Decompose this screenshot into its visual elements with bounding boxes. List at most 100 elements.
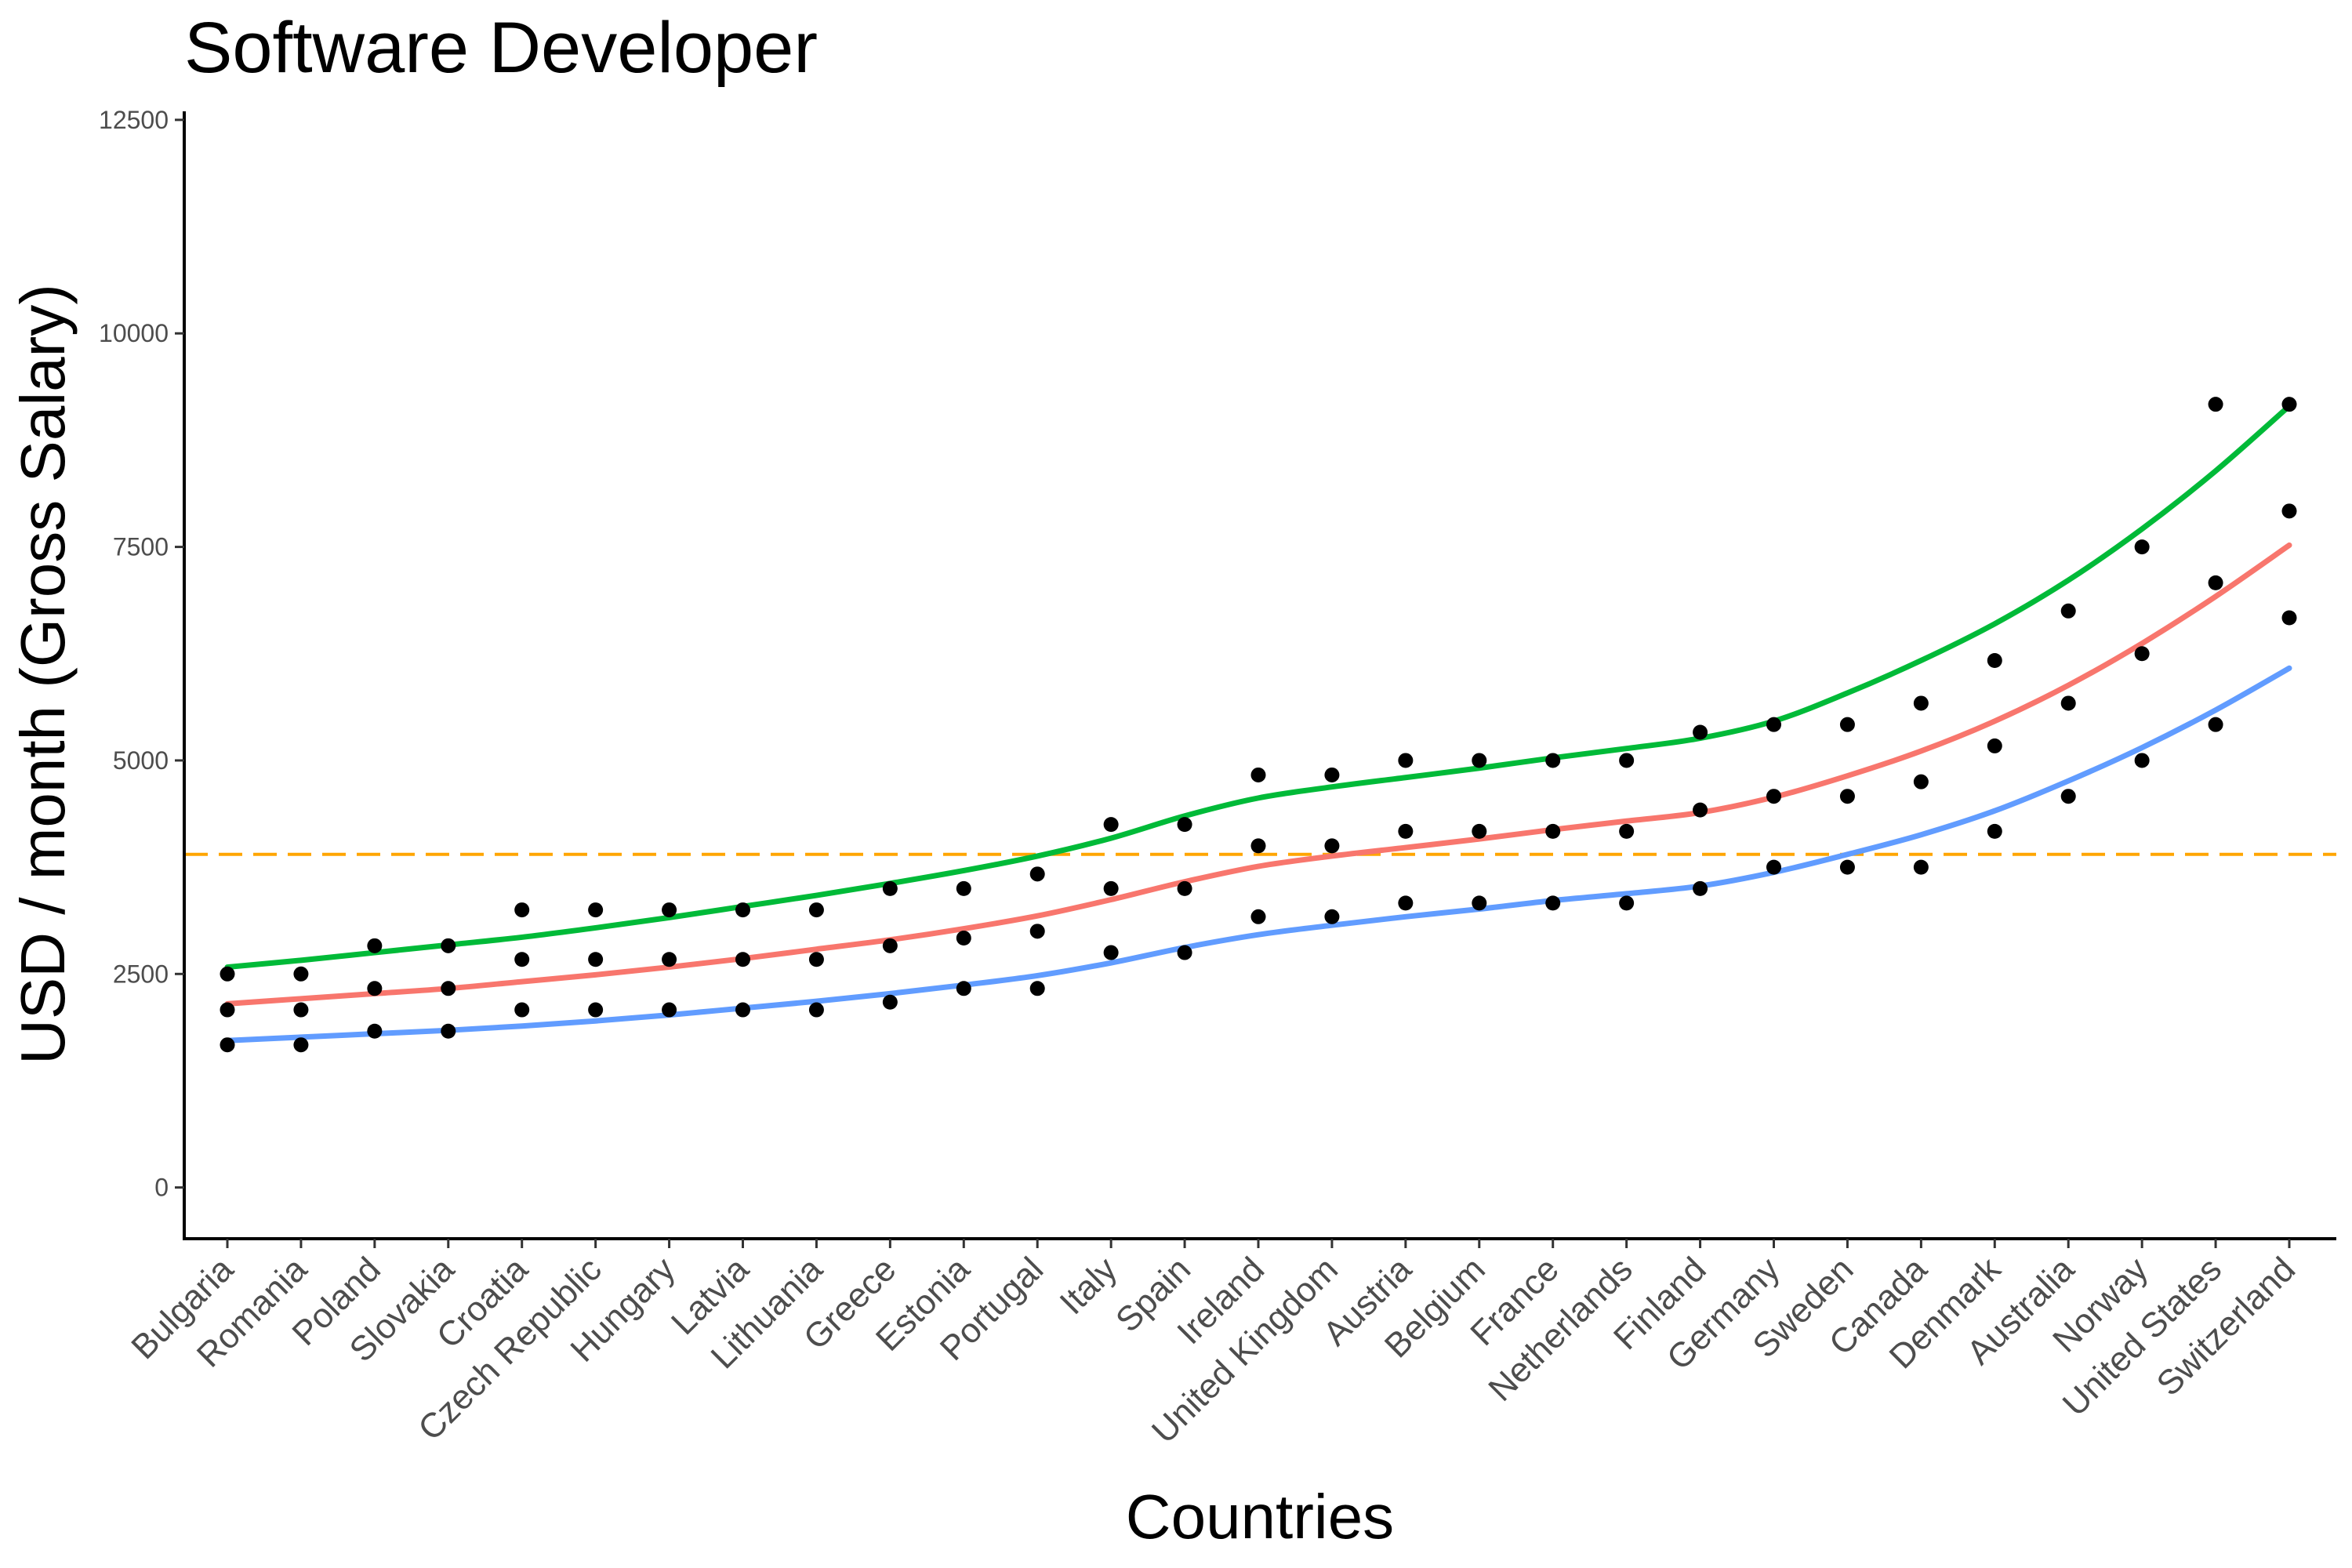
data-point-high: [808, 902, 824, 918]
data-point-low: [1250, 909, 1266, 924]
data-point-mid: [735, 952, 750, 967]
data-point-mid: [1693, 802, 1708, 818]
y-tick-label: 2500: [113, 960, 169, 988]
data-point-mid: [662, 952, 677, 967]
series-line-2: [224, 542, 2292, 1007]
data-point-mid: [1177, 880, 1192, 896]
data-point-mid: [367, 981, 383, 996]
data-point-mid: [2208, 575, 2223, 590]
series-line-1: [224, 403, 2292, 971]
data-point-high: [882, 880, 898, 896]
plot-area: [184, 397, 2336, 1053]
data-point-high: [1693, 724, 1708, 740]
data-point-high: [1913, 695, 1929, 711]
data-point-mid: [882, 938, 898, 953]
data-point-high: [588, 902, 604, 918]
data-point-high: [1324, 767, 1340, 782]
data-point-mid: [1619, 823, 1635, 839]
data-point-high: [293, 966, 309, 982]
data-point-mid: [1545, 823, 1561, 839]
data-point-mid: [220, 1002, 235, 1018]
data-point-high: [367, 938, 383, 953]
data-point-high: [514, 902, 530, 918]
data-point-mid: [1398, 823, 1414, 839]
data-point-low: [1177, 945, 1192, 960]
data-point-high: [1766, 717, 1781, 732]
x-axis-title: Countries: [1126, 1482, 1394, 1552]
series-line-3: [224, 665, 2292, 1044]
data-point-high: [662, 902, 677, 918]
data-point-mid: [808, 952, 824, 967]
data-point-high: [441, 938, 456, 953]
data-point-high: [956, 880, 971, 896]
y-tick-label: 10000: [99, 319, 169, 347]
x-axis: BulgariaRomaniaPolandSlovakiaCroatiaCzec…: [124, 1239, 2303, 1450]
data-point-low: [2060, 789, 2076, 804]
data-point-low: [2208, 717, 2223, 732]
data-point-low: [588, 1002, 604, 1018]
data-point-low: [1766, 859, 1781, 875]
data-point-high: [2060, 603, 2076, 619]
data-point-low: [1545, 895, 1561, 911]
data-point-low: [1103, 945, 1119, 960]
data-point-mid: [1987, 738, 2002, 753]
data-point-high: [1619, 753, 1635, 768]
data-point-low: [514, 1002, 530, 1018]
data-point-mid: [2281, 503, 2297, 519]
data-point-mid: [2134, 646, 2150, 662]
data-point-high: [1177, 817, 1192, 833]
data-point-low: [1472, 895, 1487, 911]
data-point-mid: [1913, 774, 1929, 789]
data-point-low: [735, 1002, 750, 1018]
y-axis-title: USD / month (Gross Salary): [8, 284, 78, 1065]
data-point-mid: [588, 952, 604, 967]
data-point-mid: [441, 981, 456, 996]
chart-title: Software Developer: [184, 8, 818, 88]
data-point-low: [2134, 753, 2150, 768]
data-point-low: [1913, 859, 1929, 875]
data-point-low: [2281, 610, 2297, 626]
data-point-high: [1103, 817, 1119, 833]
data-point-low: [1693, 880, 1708, 896]
data-point-high: [1545, 753, 1561, 768]
data-point-mid: [1766, 789, 1781, 804]
data-point-high: [1250, 767, 1266, 782]
data-point-high: [2134, 539, 2150, 555]
data-point-high: [2208, 397, 2223, 412]
data-point-mid: [293, 1002, 309, 1018]
data-point-high: [1472, 753, 1487, 768]
data-point-low: [1839, 859, 1855, 875]
y-tick-label: 5000: [113, 746, 169, 775]
data-point-low: [293, 1037, 309, 1053]
data-point-high: [2281, 397, 2297, 412]
data-point-mid: [1029, 924, 1045, 939]
data-point-high: [1029, 866, 1045, 882]
data-point-mid: [956, 931, 971, 946]
data-point-mid: [1103, 880, 1119, 896]
data-point-low: [220, 1037, 235, 1053]
data-point-low: [1619, 895, 1635, 911]
data-point-high: [735, 902, 750, 918]
data-point-high: [1398, 753, 1414, 768]
data-point-low: [441, 1023, 456, 1039]
data-point-low: [882, 994, 898, 1010]
data-point-mid: [514, 952, 530, 967]
data-point-low: [956, 981, 971, 996]
y-tick-label: 7500: [113, 533, 169, 561]
data-point-low: [808, 1002, 824, 1018]
data-point-high: [1987, 652, 2002, 668]
data-point-high: [1839, 717, 1855, 732]
data-point-low: [1324, 909, 1340, 924]
data-point-low: [1029, 981, 1045, 996]
data-point-low: [1987, 823, 2002, 839]
data-point-low: [1398, 895, 1414, 911]
data-point-high: [220, 966, 235, 982]
data-point-mid: [1324, 838, 1340, 854]
data-point-low: [367, 1023, 383, 1039]
data-point-mid: [1472, 823, 1487, 839]
y-tick-label: 12500: [99, 106, 169, 134]
data-point-mid: [2060, 695, 2076, 711]
y-axis: 0 2500 5000 7500 10000 12500: [99, 106, 184, 1202]
data-point-mid: [1839, 789, 1855, 804]
